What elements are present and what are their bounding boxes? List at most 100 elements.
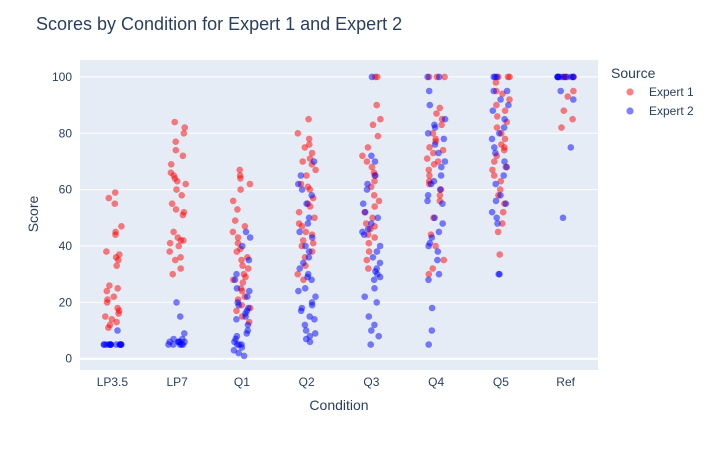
data-point xyxy=(171,118,178,126)
data-point xyxy=(365,239,373,247)
data-point xyxy=(181,330,188,337)
data-point xyxy=(493,101,500,109)
data-point xyxy=(239,279,247,286)
data-point xyxy=(110,293,118,301)
legend-item[interactable]: Expert 2 xyxy=(626,104,694,118)
data-point xyxy=(112,231,119,238)
data-point xyxy=(113,262,120,270)
x-tick-label: Q1 xyxy=(234,375,250,389)
data-point xyxy=(305,253,313,261)
data-point xyxy=(425,276,432,284)
data-point xyxy=(435,228,443,236)
data-point xyxy=(440,256,448,264)
data-point xyxy=(310,158,318,165)
data-point xyxy=(243,330,250,337)
y-tick-label: 0 xyxy=(65,352,72,366)
data-point xyxy=(489,107,497,114)
data-point xyxy=(564,93,571,100)
data-point xyxy=(491,144,498,151)
data-point xyxy=(180,130,188,137)
data-point xyxy=(105,194,113,202)
data-point xyxy=(374,214,382,222)
data-point xyxy=(501,107,509,114)
data-point xyxy=(113,341,120,348)
data-point xyxy=(106,282,113,289)
legend-item[interactable]: Expert 1 xyxy=(626,85,694,99)
data-point xyxy=(297,172,305,179)
data-point xyxy=(244,321,252,329)
data-point xyxy=(375,332,383,340)
data-point xyxy=(368,152,375,160)
data-point xyxy=(361,293,369,301)
y-tick-label: 100 xyxy=(52,70,72,84)
data-point xyxy=(166,239,174,247)
data-point xyxy=(312,166,319,174)
data-point xyxy=(492,149,499,157)
data-point xyxy=(506,73,513,81)
plot-area xyxy=(80,60,598,370)
data-point xyxy=(170,341,177,348)
data-point xyxy=(489,166,496,174)
x-tick-label: Q5 xyxy=(493,375,509,389)
data-point xyxy=(370,276,378,284)
data-point xyxy=(371,158,379,165)
data-point xyxy=(499,208,507,216)
data-point xyxy=(363,256,371,264)
data-point xyxy=(435,73,443,81)
data-point xyxy=(374,132,382,140)
data-point xyxy=(103,287,111,295)
data-point xyxy=(102,313,109,320)
data-point xyxy=(173,299,180,306)
legend[interactable]: Source Expert 1 Expert 2 xyxy=(611,65,694,118)
data-point xyxy=(242,313,249,320)
data-point xyxy=(311,330,319,337)
data-point xyxy=(305,135,313,143)
data-point xyxy=(429,130,437,137)
data-point xyxy=(296,228,303,236)
data-point xyxy=(424,73,431,81)
data-point xyxy=(493,73,501,81)
data-point xyxy=(298,223,306,230)
data-point xyxy=(424,130,432,137)
data-point xyxy=(165,341,172,348)
data-point xyxy=(173,186,180,193)
data-point xyxy=(179,341,187,348)
data-point xyxy=(170,228,177,236)
data-point xyxy=(303,172,310,179)
data-point xyxy=(425,270,433,278)
data-point xyxy=(557,87,564,95)
data-point xyxy=(111,200,119,207)
x-axis-label: Condition xyxy=(309,397,368,413)
data-point xyxy=(172,206,180,213)
data-point xyxy=(428,234,436,241)
chart-title: Scores by Condition for Expert 1 and Exp… xyxy=(36,14,402,34)
data-point xyxy=(301,144,309,151)
data-point xyxy=(560,107,568,114)
data-point xyxy=(431,124,439,131)
data-point xyxy=(111,189,119,196)
data-point xyxy=(235,349,242,357)
x-tick-label: Q2 xyxy=(299,375,315,389)
data-point xyxy=(233,248,241,255)
data-point xyxy=(244,293,251,301)
data-point xyxy=(431,214,438,222)
data-point xyxy=(368,220,375,227)
y-axis: 0 20 40 60 80 100 xyxy=(52,70,72,366)
data-point xyxy=(311,316,318,323)
data-point xyxy=(501,158,508,165)
data-point xyxy=(493,124,501,131)
data-point xyxy=(299,158,307,165)
data-point xyxy=(368,73,376,81)
data-point xyxy=(375,197,383,205)
data-point xyxy=(497,192,504,199)
data-point xyxy=(434,256,441,264)
x-tick-label: LP7 xyxy=(166,375,188,389)
data-point xyxy=(302,327,310,334)
legend-marker xyxy=(626,88,634,96)
data-point xyxy=(500,124,508,131)
data-point xyxy=(424,192,432,199)
data-point xyxy=(303,200,310,207)
data-point xyxy=(435,149,442,157)
data-point xyxy=(492,197,500,205)
data-point xyxy=(236,166,243,174)
